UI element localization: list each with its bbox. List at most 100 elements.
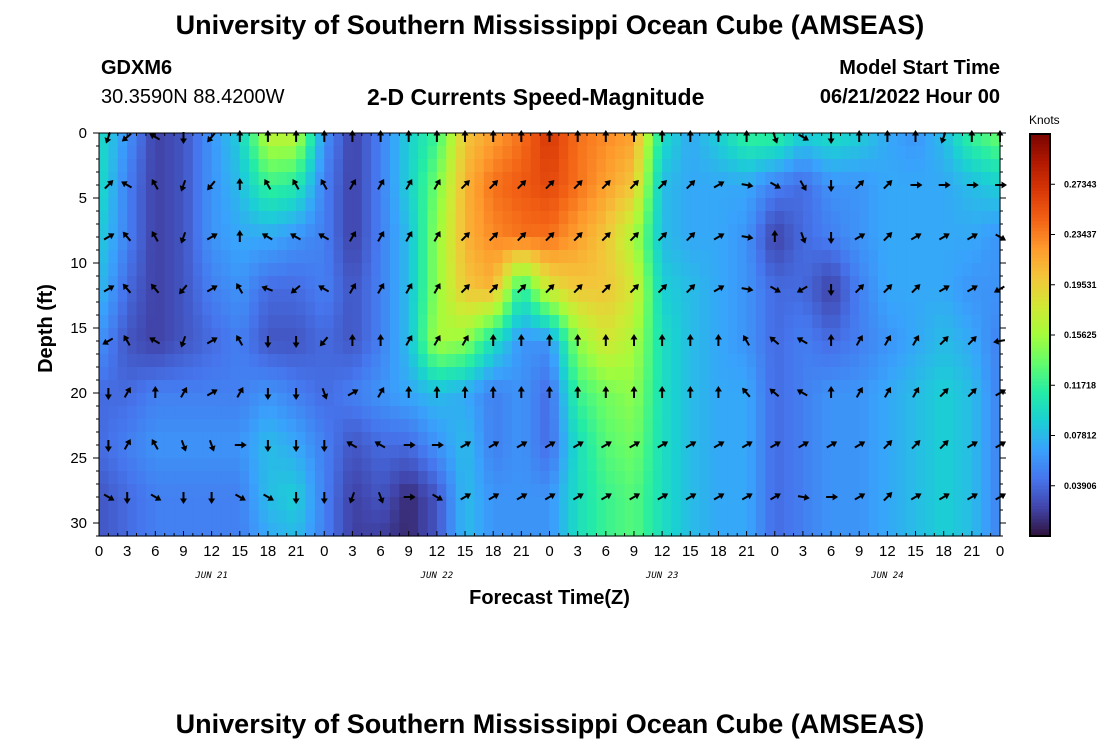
- heatmap-cell: [549, 497, 560, 511]
- heatmap-cell: [812, 419, 823, 433]
- heatmap-cell: [221, 224, 231, 238]
- heatmap-cell: [502, 224, 513, 238]
- heatmap-cell: [164, 471, 175, 485]
- heatmap-cell: [446, 289, 457, 303]
- heatmap-cell: [859, 276, 870, 290]
- heatmap-cell: [699, 172, 710, 186]
- heatmap-cell: [840, 159, 851, 173]
- heatmap-cell: [361, 484, 372, 498]
- heatmap-cell: [324, 341, 335, 355]
- current-arrow: [149, 133, 161, 141]
- heatmap-cell: [174, 185, 185, 199]
- heatmap-cell: [493, 458, 504, 472]
- heatmap-cell: [483, 432, 494, 446]
- heatmap-cell: [877, 198, 888, 212]
- heatmap-cell: [709, 328, 720, 342]
- heatmap-cell: [887, 289, 898, 303]
- heatmap-cell: [324, 419, 335, 433]
- heatmap-cell: [652, 250, 663, 264]
- heatmap-cell: [877, 276, 888, 290]
- heatmap-cell: [418, 510, 429, 524]
- x-tick-label: 9: [630, 543, 638, 560]
- heatmap-cell: [765, 250, 776, 264]
- heatmap-cell: [868, 510, 879, 524]
- heatmap-cell: [361, 445, 372, 459]
- heatmap-cell: [117, 159, 128, 173]
- heatmap-cell: [840, 198, 851, 212]
- heatmap-cell: [361, 172, 372, 186]
- heatmap-cell: [277, 354, 288, 368]
- heatmap-cell: [774, 406, 785, 420]
- current-arrow: [123, 438, 131, 450]
- heatmap-cell: [136, 185, 147, 199]
- heatmap-cell: [821, 146, 832, 160]
- heatmap-cell: [436, 484, 447, 498]
- heatmap-cell: [511, 380, 522, 394]
- colorbar-segment: [1030, 254, 1050, 259]
- heatmap-cell: [671, 250, 682, 264]
- heatmap-cell: [849, 484, 860, 498]
- heatmap-cell: [267, 237, 278, 251]
- heatmap-cell: [962, 406, 973, 420]
- colorbar-label: 0.23437: [1064, 230, 1097, 240]
- heatmap-cell: [990, 198, 1001, 212]
- heatmap-cell: [558, 354, 569, 368]
- heatmap-cell: [643, 302, 654, 316]
- heatmap-cell: [399, 198, 410, 212]
- heatmap-cell: [990, 354, 1001, 368]
- heatmap-cell: [990, 419, 1001, 433]
- heatmap-cell: [981, 471, 992, 485]
- heatmap-cell: [624, 328, 635, 342]
- heatmap-cell: [943, 224, 954, 238]
- heatmap-cell: [117, 211, 128, 225]
- heatmap-cell: [680, 211, 691, 225]
- current-arrow: [658, 386, 666, 398]
- heatmap-cell: [652, 133, 663, 147]
- heatmap-cell: [615, 237, 626, 251]
- heatmap-cell: [502, 172, 513, 186]
- heatmap-cell: [174, 471, 185, 485]
- current-arrow: [967, 336, 977, 346]
- heatmap-cell: [183, 315, 194, 329]
- heatmap-cell: [155, 406, 166, 420]
- heatmap-cell: [99, 224, 109, 238]
- heatmap-cell: [371, 185, 382, 199]
- heatmap-cell: [821, 302, 832, 316]
- heatmap-cell: [934, 133, 945, 147]
- heatmap-cell: [774, 432, 785, 446]
- heatmap-cell: [286, 237, 297, 251]
- heatmap-cell: [145, 263, 156, 277]
- heatmap-cell: [230, 523, 241, 537]
- heatmap-cell: [145, 198, 156, 212]
- heatmap-cell: [174, 198, 185, 212]
- heatmap-cell: [314, 146, 325, 160]
- current-arrow: [573, 232, 583, 242]
- heatmap-cell: [465, 341, 476, 355]
- heatmap-cell: [831, 250, 842, 264]
- heatmap-cell: [784, 497, 795, 511]
- heatmap-cell: [906, 445, 917, 459]
- heatmap-cell: [727, 445, 738, 459]
- heatmap-cell: [155, 367, 166, 381]
- heatmap-cell: [709, 510, 720, 524]
- heatmap-cell: [615, 146, 626, 160]
- current-arrow: [854, 493, 866, 501]
- heatmap-cell: [568, 276, 579, 290]
- heatmap-cell: [136, 523, 147, 537]
- current-vectors: [102, 130, 1007, 504]
- heatmap-cell: [155, 224, 166, 238]
- heatmap-cell: [455, 302, 466, 316]
- heatmap-cell: [333, 367, 344, 381]
- heatmap-cell: [549, 237, 560, 251]
- current-arrow: [769, 285, 781, 293]
- heatmap-cell: [371, 276, 382, 290]
- heatmap-cell: [333, 185, 344, 199]
- heatmap-cell: [755, 471, 766, 485]
- model-start-label: Model Start Time: [839, 57, 1000, 79]
- colorbar-segment: [1030, 154, 1050, 159]
- heatmap-cell: [446, 159, 457, 173]
- heatmap-cell: [239, 133, 250, 147]
- heatmap-cell: [709, 380, 720, 394]
- heatmap-cell: [859, 211, 870, 225]
- heatmap-cell: [474, 315, 485, 329]
